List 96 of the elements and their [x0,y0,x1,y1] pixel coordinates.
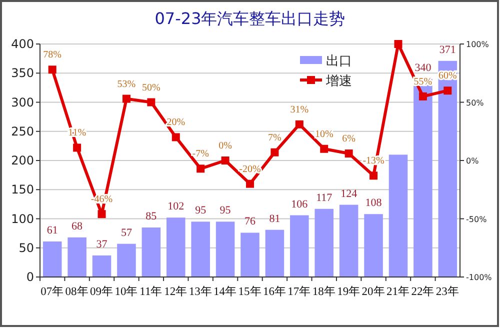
x-tick-label: 23年 [436,285,460,298]
bar [364,214,383,277]
data-label: 117 [316,192,333,204]
bar [117,244,136,277]
y-tick-label: 300 [11,95,34,110]
legend-label: 出口 [326,54,352,69]
bar [216,222,235,277]
point [246,180,254,188]
bar [240,232,260,277]
data-label: 31% [290,104,309,116]
x-tick-label: 17年 [288,285,312,298]
point [147,98,156,106]
y-tick-label: 250 [11,124,34,138]
data-label: 68 [72,220,84,232]
y-tick-label: 200 [11,154,34,168]
x-tick-label: 14年 [214,285,238,298]
y-tick-label: 350 [11,66,34,80]
data-label: -7% [192,148,209,160]
point [122,94,130,103]
bar [42,241,62,277]
data-label: -20% [239,164,261,175]
point [344,150,353,158]
x-tick-label: 22年 [411,285,435,298]
point [370,172,378,180]
point [444,86,452,95]
data-label: 95 [195,204,207,217]
data-label: 95 [220,204,232,217]
point [48,66,56,74]
x-tick-label: 08年 [65,285,89,298]
point [221,156,230,164]
bar [388,154,408,277]
x-tick-label: 12年 [164,285,188,298]
x-tick-label: 16年 [262,285,286,298]
x-tick-label: 19年 [337,285,361,298]
data-label: 0% [218,140,232,152]
data-label: 81 [269,212,280,225]
data-label: 61 [46,224,58,236]
y-tick-label: 100 [11,212,34,226]
x-tick-label: 21年 [386,285,410,298]
y2-tick-label: 50% [466,98,484,108]
bar [166,218,186,277]
point [270,148,279,156]
point [98,210,106,218]
y-tick-label: 0 [26,270,34,284]
bar [68,237,86,277]
data-label: 102 [168,200,184,213]
x-tick-label: 10年 [114,285,138,298]
data-label: 76 [244,216,256,228]
bar [314,208,334,277]
y-tick-label: 400 [11,37,34,51]
data-label: 6% [342,134,356,145]
data-label: 50% [142,82,160,94]
point [394,40,402,48]
x-tick-label: 11年 [140,285,163,298]
x-tick-label: 09年 [90,285,114,298]
x-tick-label: 07年 [40,285,64,298]
y-tick-label: 150 [11,182,34,197]
data-label: 53% [117,78,136,90]
x-tick-label: 13年 [188,285,212,298]
data-label: 85 [146,210,158,222]
bar [142,227,161,277]
bar [438,60,458,277]
x-tick-label: 18年 [312,285,336,298]
point [418,92,427,100]
point [196,164,205,173]
data-label: 20% [166,117,186,128]
data-label: 124 [340,188,358,200]
bar [265,230,284,277]
data-label: 340 [414,62,432,74]
data-label: 37 [96,238,108,250]
data-label: 7% [268,132,282,144]
y2-tick-label: -100% [466,273,492,282]
x-tick-label: 15年 [238,285,262,298]
data-label: 78% [43,50,62,61]
bar [191,222,210,277]
bar [92,255,112,277]
data-label: 106 [291,198,308,210]
point [172,133,180,142]
data-label: 57 [120,226,132,239]
chart-title: 07-23年汽车整车出口走势 [154,9,346,28]
point [295,120,304,128]
y2-tick-label: -50% [466,214,488,224]
point [320,144,328,153]
bar [290,215,309,277]
y2-tick-label: 100% [466,40,490,49]
legend-label: 增速 [325,74,352,89]
data-label: 371 [439,44,456,56]
bar [339,204,358,277]
y2-tick-label: 0% [466,156,480,166]
y-tick-label: 50 [18,240,34,255]
data-label: 60% [438,70,457,82]
point [73,144,82,152]
x-tick-label: 20年 [362,285,386,298]
data-label: 108 [365,197,382,210]
data-label: 10% [314,128,334,140]
bar [414,78,432,277]
